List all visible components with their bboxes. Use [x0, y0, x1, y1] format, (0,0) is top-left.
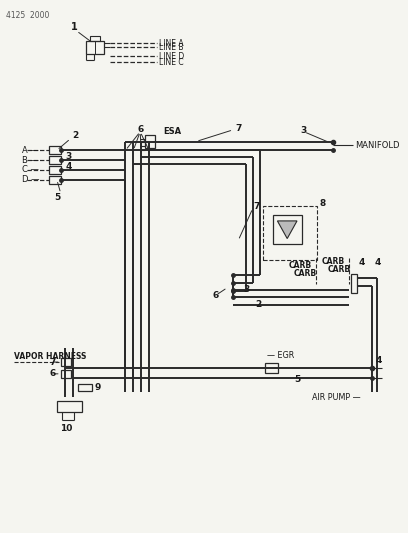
Bar	[145, 135, 155, 148]
Text: CARB: CARB	[294, 269, 317, 278]
Text: AIR PUMP —: AIR PUMP —	[312, 393, 360, 402]
Text: 6: 6	[137, 125, 144, 134]
Text: 4: 4	[359, 257, 365, 266]
Polygon shape	[277, 221, 297, 239]
Text: 3: 3	[66, 152, 72, 161]
Bar	[86, 41, 104, 54]
Text: MANIFOLD: MANIFOLD	[355, 141, 399, 150]
Text: 6: 6	[49, 369, 55, 378]
Text: 2: 2	[255, 300, 261, 309]
Bar	[49, 147, 61, 154]
Text: D —: D —	[22, 175, 39, 184]
Text: CARB: CARB	[288, 261, 311, 270]
Bar	[273, 215, 302, 245]
Bar	[57, 401, 82, 412]
Text: 3: 3	[300, 126, 306, 135]
Text: 6: 6	[213, 291, 219, 300]
Text: CARB: CARB	[322, 256, 345, 265]
Text: 4: 4	[375, 257, 381, 266]
Text: LINE A: LINE A	[159, 39, 184, 48]
Text: C —: C —	[22, 165, 38, 174]
Text: 3: 3	[243, 285, 249, 294]
Text: 5: 5	[54, 193, 60, 202]
Bar	[265, 363, 278, 373]
Text: 7: 7	[235, 124, 242, 133]
Text: CARB: CARB	[327, 265, 350, 274]
Text: 9: 9	[94, 383, 100, 392]
Bar	[351, 274, 357, 294]
Text: LINE B: LINE B	[159, 43, 183, 52]
Text: LINE D: LINE D	[159, 52, 184, 61]
Text: LINE C: LINE C	[159, 58, 184, 67]
Bar	[49, 176, 61, 184]
Text: 4: 4	[375, 356, 382, 365]
Text: 7: 7	[253, 201, 259, 211]
Bar	[61, 358, 71, 366]
Text: 4125  2000: 4125 2000	[6, 11, 49, 20]
Text: ESA: ESA	[164, 127, 182, 136]
Bar	[49, 156, 61, 164]
Text: A —: A —	[22, 146, 38, 155]
Text: 7: 7	[49, 358, 55, 367]
Text: 4: 4	[66, 161, 72, 171]
Text: 10: 10	[60, 424, 73, 433]
Bar	[90, 36, 100, 41]
Text: 5: 5	[294, 375, 300, 384]
Text: 8: 8	[319, 199, 326, 208]
Text: B —: B —	[22, 156, 38, 165]
Bar	[61, 370, 71, 378]
Text: VAPOR HARNESS: VAPOR HARNESS	[14, 352, 86, 361]
Bar	[49, 166, 61, 174]
Text: 2: 2	[73, 131, 79, 140]
Text: 1: 1	[71, 22, 78, 32]
Bar	[78, 384, 92, 391]
Text: — EGR: — EGR	[266, 351, 294, 360]
Bar	[263, 206, 317, 260]
